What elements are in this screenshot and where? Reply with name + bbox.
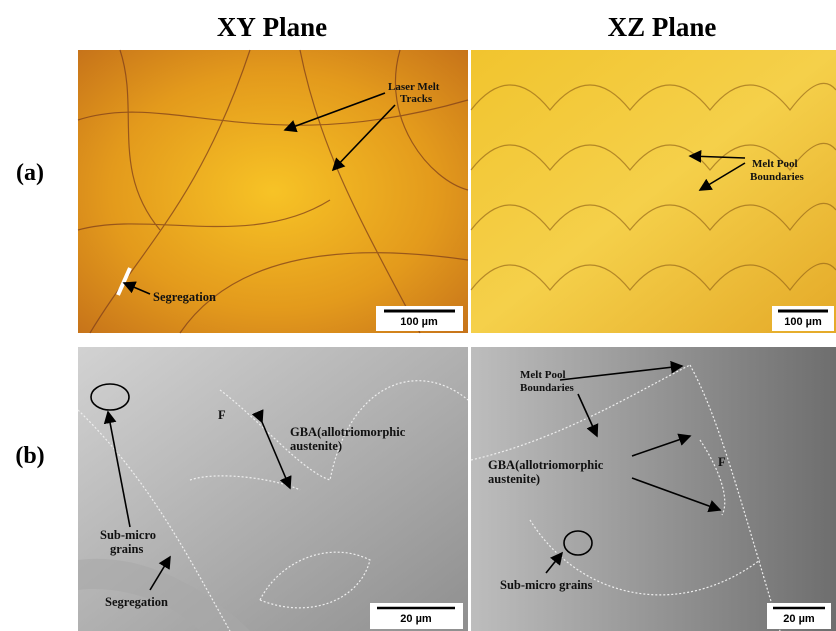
micrograph — [470, 50, 836, 333]
scale-bar-label: 100 µm — [784, 316, 822, 328]
annotation: austenite) — [488, 472, 540, 486]
micrograph — [77, 49, 469, 334]
annotation: GBA(allotriomorphic — [488, 458, 604, 472]
scale-bar-label: 100 µm — [400, 316, 438, 328]
row-label: (a) — [16, 160, 44, 186]
annotation: grains — [110, 542, 143, 556]
annotation: F — [718, 455, 726, 469]
annotation: Segregation — [153, 290, 216, 304]
annotation: F — [218, 408, 226, 422]
annotation: Sub-micro — [100, 528, 156, 542]
annotation: Boundaries — [520, 382, 575, 394]
scale-bar-label: 20 µm — [400, 613, 432, 625]
column-header: XZ Plane — [608, 12, 717, 42]
annotation: Laser Melt — [388, 81, 440, 93]
scale-bar-label: 20 µm — [783, 613, 815, 625]
annotation: Boundaries — [750, 171, 805, 183]
annotation: Segregation — [105, 595, 168, 609]
micrograph — [470, 347, 836, 631]
annotation: GBA(allotriomorphic — [290, 425, 406, 439]
column-header: XΥ Plane — [217, 12, 327, 42]
micrograph — [77, 347, 469, 631]
annotation: Melt Pool — [752, 158, 798, 170]
annotation: Sub-micro grains — [500, 578, 593, 592]
row-label: (b) — [15, 443, 44, 469]
annotation: Melt Pool — [520, 369, 566, 381]
annotation: Tracks — [400, 93, 433, 105]
annotation: austenite) — [290, 439, 342, 453]
